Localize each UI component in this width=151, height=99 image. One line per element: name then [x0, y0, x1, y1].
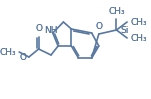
Text: CH₃: CH₃ [131, 18, 147, 27]
Text: O: O [35, 24, 42, 33]
Text: CH₃: CH₃ [108, 7, 125, 16]
Text: NH: NH [45, 26, 58, 35]
Text: CH₃: CH₃ [108, 7, 125, 16]
Text: Si: Si [120, 26, 128, 34]
Text: CH₃: CH₃ [0, 48, 16, 57]
Text: O: O [95, 22, 102, 31]
Text: O: O [95, 22, 102, 31]
Text: O: O [35, 24, 42, 33]
Text: CH₃: CH₃ [131, 33, 147, 42]
Text: O: O [19, 52, 26, 61]
Text: CH₃: CH₃ [131, 18, 147, 27]
Text: CH₃: CH₃ [0, 48, 16, 57]
Text: O: O [19, 52, 26, 61]
Text: CH₃: CH₃ [131, 33, 147, 42]
Text: NH: NH [45, 26, 58, 35]
Text: Si: Si [120, 26, 128, 34]
